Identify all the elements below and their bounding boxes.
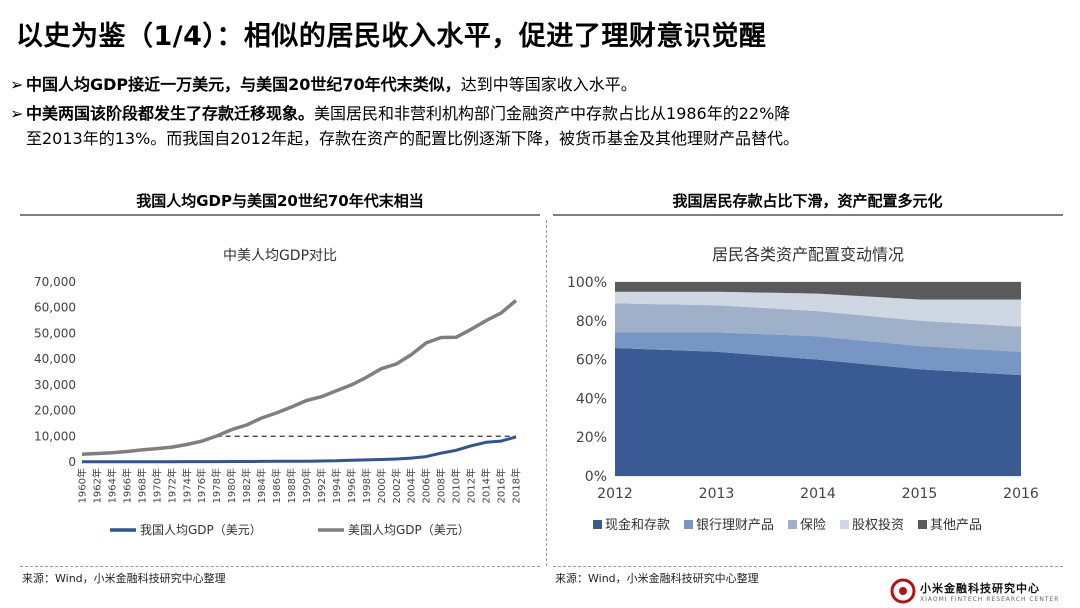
bullet-2-continuation: 至2013年的13%。而我国自2012年起，存款在资产的配置比例逐渐下降，被货币… <box>26 129 800 148</box>
x-tick-label: 1990年 <box>300 468 313 503</box>
y-tick-label: 20,000 <box>34 404 76 418</box>
left-heading-rule <box>20 214 540 216</box>
series-line-china <box>82 435 517 464</box>
x-tick-label: 2008年 <box>435 468 448 503</box>
bullet-1-bold: 中国人均GDP接近一万美元，与美国20世纪70年代末类似， <box>26 75 461 94</box>
x-tick-label: 1968年 <box>135 468 148 503</box>
legend-label: 美国人均GDP（美元） <box>348 523 470 537</box>
legend-label: 其他产品 <box>930 518 982 533</box>
x-tick-label: 2015 <box>902 486 938 502</box>
area-3 <box>615 303 1021 352</box>
x-tick-label: 1972年 <box>165 468 178 503</box>
left-source-note: 来源：Wind，小米金融科技研究中心整理 <box>22 572 226 585</box>
x-tick-label: 1996年 <box>345 468 358 503</box>
x-tick-label: 2004年 <box>405 468 418 503</box>
chart-title: 居民各类资产配置变动情况 <box>712 245 904 264</box>
area-5 <box>615 282 1021 300</box>
right-area-chart: 居民各类资产配置变动情况 0% 20% 40% 60% 80% 100% 2012 2013 20… <box>567 245 1039 533</box>
panel-divider <box>546 220 547 566</box>
x-tick-label: 1964年 <box>105 468 118 503</box>
x-tick-label: 2014 <box>800 486 836 502</box>
x-tick-label: 2012 <box>597 486 633 502</box>
x-tick-label: 1960年 <box>76 468 89 503</box>
legend-swatch <box>840 520 849 529</box>
legend-label: 股权投资 <box>852 517 904 533</box>
company-logo-name: 小米金融科技研究中心 <box>920 582 1040 595</box>
legend-swatch <box>684 520 693 529</box>
x-tick-label: 2006年 <box>420 468 433 503</box>
x-tick-label: 1986年 <box>270 468 283 503</box>
y-tick-label: 50,000 <box>34 326 76 340</box>
x-tick-label: 2010年 <box>450 468 463 503</box>
x-tick-label: 1998年 <box>360 468 373 503</box>
legend-label: 银行理财产品 <box>696 518 774 533</box>
legend-swatch <box>918 520 927 529</box>
right-panel-heading: 我国居民存款占比下滑，资产配置多元化 <box>672 192 943 210</box>
x-tick-label: 2012年 <box>465 468 478 503</box>
x-tick-label: 2018年 <box>510 468 523 503</box>
legend-label: 保险 <box>800 518 826 533</box>
x-tick-label: 2016年 <box>495 468 508 503</box>
x-tick-label: 1978年 <box>210 468 223 503</box>
right-source-rule <box>553 566 1063 567</box>
x-tick-label: 2013 <box>699 486 735 502</box>
x-tick-label: 1994年 <box>330 468 343 503</box>
y-tick-label: 60,000 <box>34 301 76 315</box>
y-tick-label: 60% <box>576 353 607 369</box>
x-tick-label: 2014年 <box>480 468 493 503</box>
area-4 <box>615 291 1021 327</box>
area-1 <box>615 348 1021 476</box>
right-heading-rule <box>553 214 1063 216</box>
x-tick-label: 1984年 <box>255 468 268 503</box>
y-tick-label: 0 <box>68 455 76 469</box>
x-tick-label: 1974年 <box>180 468 193 503</box>
x-tick-label: 1980年 <box>225 468 238 503</box>
chart-title: 中美人均GDP对比 <box>223 248 337 264</box>
y-tick-label: 0% <box>585 469 607 485</box>
right-source-note: 来源：Wind，小米金融科技研究中心整理 <box>555 572 759 585</box>
y-tick-label: 70,000 <box>34 275 76 289</box>
y-tick-label: 100% <box>567 275 607 291</box>
x-tick-label: 2016 <box>1003 486 1039 502</box>
bullet-arrow-icon: ➢ <box>10 75 24 94</box>
y-tick-label: 20% <box>576 430 607 446</box>
x-tick-label: 1982年 <box>240 468 253 503</box>
page-title: 以史为鉴（1/4）：相似的居民收入水平，促进了理财意识觉醒 <box>16 21 767 52</box>
bullet-1: ➢ 中国人均GDP接近一万美元，与美国20世纪70年代末类似，达到中等国家收入水… <box>10 72 637 97</box>
x-tick-label: 1976年 <box>195 468 208 503</box>
legend-swatch <box>593 520 602 529</box>
x-tick-label: 1966年 <box>120 468 133 503</box>
y-tick-label: 40% <box>576 391 607 407</box>
y-tick-label: 10,000 <box>34 429 76 443</box>
series-line-usa <box>81 299 518 457</box>
left-line-chart: 中美人均GDP对比 0 10,000 20,000 30,000 40,000 50,000… <box>34 248 523 537</box>
company-logo-icon <box>890 578 916 604</box>
x-tick-label: 2000年 <box>375 468 388 503</box>
bullet-2: ➢ 中美两国该阶段都发生了存款迁移现象。美国居民和非营利机构部门金融资产中存款占… <box>10 101 791 126</box>
y-tick-label: 30,000 <box>34 378 76 392</box>
x-tick-label: 1962年 <box>90 468 103 503</box>
legend-label: 我国人均GDP（美元） <box>140 523 262 537</box>
bullet-2-text: 美国居民和非营利机构部门金融资产中存款占比从1986年的22%降 <box>314 104 791 123</box>
x-tick-label: 1988年 <box>285 468 298 503</box>
area-2 <box>615 332 1021 376</box>
bullet-1-text: 达到中等国家收入水平。 <box>460 75 637 94</box>
left-panel-heading: 我国人均GDP与美国20世纪70年代末相当 <box>136 192 424 210</box>
left-source-rule <box>20 566 540 567</box>
bullet-arrow-icon: ➢ <box>10 104 24 123</box>
x-tick-label: 1992年 <box>315 468 328 503</box>
y-tick-label: 80% <box>576 314 607 330</box>
company-logo-subtitle: XIAOMI FINTECH RESEARCH CENTER <box>920 596 1060 603</box>
legend-swatch <box>788 520 797 529</box>
legend-label: 现金和存款 <box>605 517 670 533</box>
bullet-2-bold: 中美两国该阶段都发生了存款迁移现象。 <box>26 104 315 123</box>
x-tick-label: 1970年 <box>150 468 163 503</box>
y-tick-label: 40,000 <box>34 352 76 366</box>
x-tick-label: 2002年 <box>390 468 403 503</box>
